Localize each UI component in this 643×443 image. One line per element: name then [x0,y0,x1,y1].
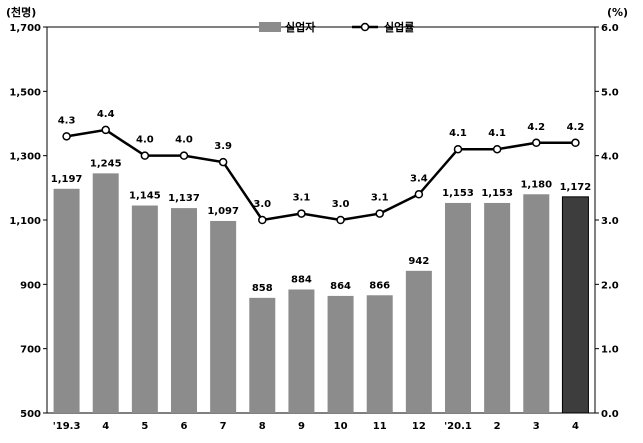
right-axis-unit: (%) [607,6,628,19]
bar [131,205,158,413]
x-tick-label: '19.3 [53,421,81,432]
x-tick-label: 4 [102,421,109,432]
bar-value-label: 1,145 [129,191,161,202]
left-axis-tick-label: 1,500 [9,87,41,98]
legend-line-label: 실업률 [384,20,414,34]
line-value-label: 4.1 [449,128,467,139]
bar [327,295,354,413]
line-point [336,215,345,225]
line-point [453,144,463,154]
bar-value-label: 1,097 [207,206,239,217]
bar [484,202,511,413]
x-tick-label: 9 [298,421,305,432]
bar [366,295,393,413]
line-point [532,138,541,148]
x-tick-label: 10 [334,421,348,432]
line-point [492,144,502,154]
bar [561,196,589,414]
bar-value-label: 884 [291,274,312,285]
bar-value-label: 1,153 [481,188,513,199]
right-axis-tick-label: 0.0 [601,409,619,420]
bar-value-label: 1,245 [90,158,122,169]
bar [288,289,315,413]
bar-value-label: 866 [369,280,390,291]
line-value-label: 4.2 [527,122,545,133]
line-value-label: 4.1 [488,128,506,139]
left-axis-unit: (천명) [6,5,36,19]
x-tick-label: 4 [572,421,579,432]
legend-bar-label: 실업자 [285,20,316,34]
line-value-label: 4.2 [567,122,585,133]
x-tick-label: 8 [259,421,266,432]
right-axis-tick-label: 6.0 [601,23,619,34]
plot-frame [46,26,596,414]
line-value-label: 3.4 [410,173,428,184]
bar-value-label: 1,197 [51,174,83,185]
x-tick-label: 7 [220,421,227,432]
line-value-label: 4.0 [175,135,193,146]
bar-value-label: 942 [408,256,429,267]
unemployment-rate-line [66,128,576,222]
line-value-label: 4.3 [58,115,76,126]
bar [92,173,119,413]
line-point [140,151,150,160]
left-axis-tick-label: 700 [20,345,41,356]
bar-value-label: 858 [252,283,273,294]
legend-line-marker [360,22,370,32]
x-tick-label: 2 [494,421,501,432]
bar [53,188,80,413]
bar [523,194,550,413]
bar-value-label: 1,153 [442,188,474,199]
line-point [179,151,189,160]
left-axis-tick-label: 900 [20,280,41,291]
right-axis-tick-label: 5.0 [601,87,619,98]
line-point [297,209,306,218]
x-tick-label: 12 [412,421,426,432]
line-value-label: 3.9 [214,141,232,152]
line-value-label: 3.1 [371,193,389,204]
x-tick-label: 6 [181,421,188,432]
line-point [62,132,71,141]
line-point [218,157,228,167]
line-value-label: 3.0 [253,199,271,210]
line-value-label: 3.1 [293,193,311,204]
bar [249,297,276,413]
right-axis-tick-label: 1.0 [601,345,619,356]
line-point [258,215,267,225]
bar [210,220,237,413]
left-axis-tick-label: 1,300 [9,152,41,163]
x-tick-label: 5 [141,421,148,432]
bar [405,270,432,413]
line-value-label: 4.4 [97,109,115,120]
right-axis-tick-label: 4.0 [601,152,619,163]
line-point [375,209,384,218]
bar-value-label: 1,180 [520,179,552,190]
bar-value-label: 1,137 [168,193,200,204]
right-axis-tick-label: 3.0 [601,216,619,227]
line-point [101,125,110,135]
line-value-label: 3.0 [332,199,350,210]
line-point [414,190,424,199]
right-axis-tick-label: 2.0 [601,280,619,291]
left-axis-tick-label: 500 [20,409,41,420]
legend-bar-swatch [259,22,281,32]
x-tick-label: 3 [533,421,540,432]
bar-value-label: 864 [330,281,351,292]
x-tick-label: '20.1 [444,421,472,432]
line-point [571,138,580,148]
left-axis-tick-label: 1,700 [9,23,41,34]
line-value-label: 4.0 [136,135,154,146]
x-tick-label: 11 [373,421,387,432]
bar [171,208,197,413]
left-axis-tick-label: 1,100 [9,216,41,227]
bar-value-label: 1,172 [560,182,592,193]
bar [445,202,471,413]
